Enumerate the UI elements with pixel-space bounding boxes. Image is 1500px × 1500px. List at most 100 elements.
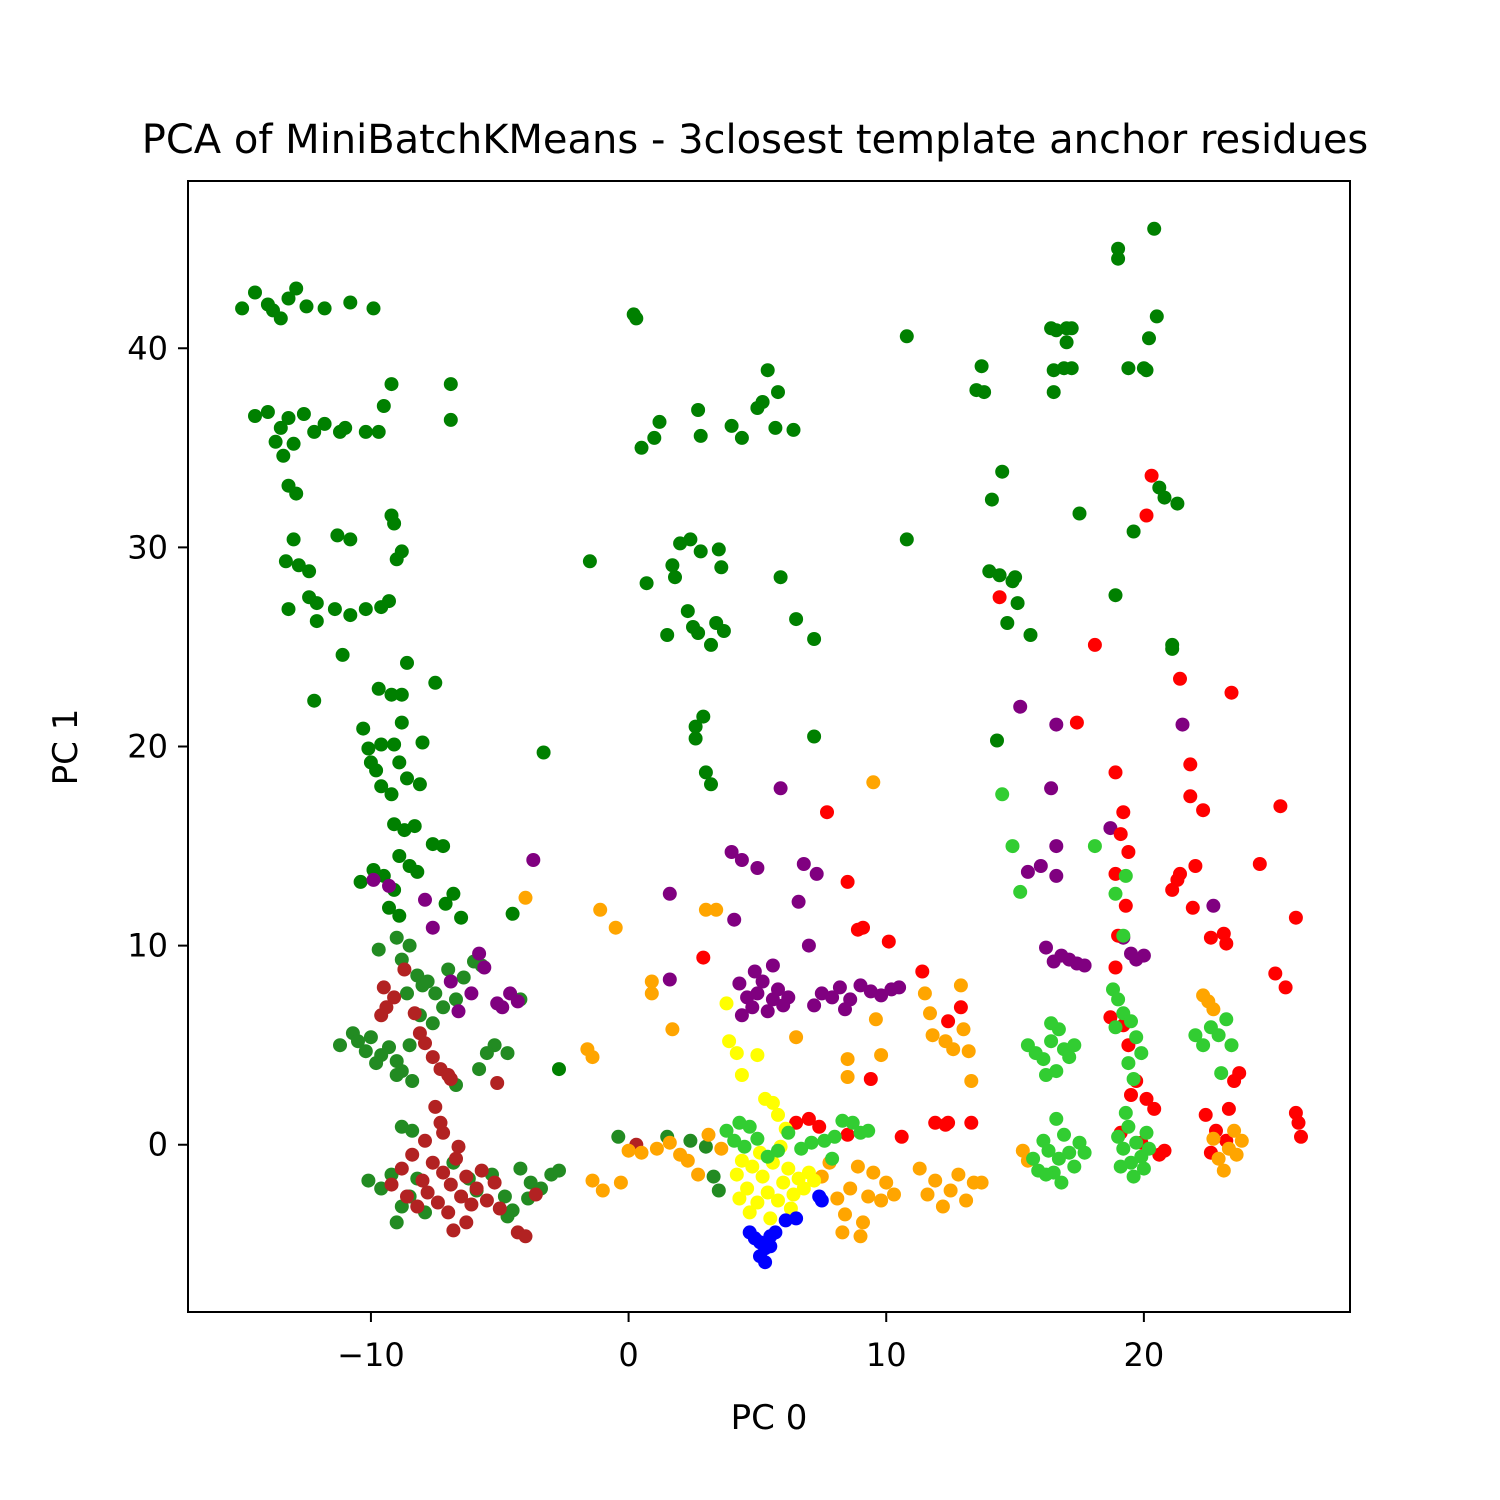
- data-point: [291, 558, 306, 573]
- data-point: [286, 532, 301, 547]
- series-0: [235, 221, 1185, 1077]
- data-point: [268, 434, 283, 449]
- data-point: [335, 647, 350, 662]
- data-point: [1147, 1101, 1162, 1116]
- data-point: [956, 1022, 971, 1037]
- data-point: [742, 1119, 757, 1134]
- data-point: [1064, 361, 1079, 376]
- data-point: [711, 1183, 726, 1198]
- data-point: [688, 719, 703, 734]
- data-point: [1111, 241, 1126, 256]
- data-point: [379, 1000, 394, 1015]
- data-point: [425, 1016, 440, 1031]
- data-point: [1111, 1129, 1126, 1144]
- data-point: [407, 819, 422, 834]
- data-point: [384, 1177, 399, 1192]
- data-point: [1087, 839, 1102, 854]
- data-point: [789, 1030, 804, 1045]
- data-point: [1139, 1091, 1154, 1106]
- data-point: [649, 1141, 664, 1156]
- data-point: [801, 1111, 816, 1126]
- series-8: [719, 787, 1239, 1190]
- data-point: [425, 1050, 440, 1065]
- data-point: [425, 1155, 440, 1170]
- data-point: [1252, 857, 1267, 871]
- data-point: [856, 1215, 870, 1230]
- data-point: [248, 409, 262, 423]
- series-5: [518, 775, 1249, 1244]
- data-point: [1234, 1133, 1249, 1148]
- data-point: [1020, 864, 1035, 879]
- data-point: [441, 962, 456, 977]
- data-point: [711, 542, 726, 557]
- data-point: [1116, 805, 1131, 820]
- data-point: [1185, 900, 1200, 915]
- data-point: [899, 329, 914, 344]
- data-point: [977, 385, 992, 400]
- data-point: [402, 938, 417, 953]
- data-point: [497, 1189, 512, 1204]
- data-point: [734, 430, 749, 445]
- data-point: [358, 424, 373, 439]
- data-point: [366, 872, 381, 887]
- data-point: [1273, 799, 1288, 814]
- data-point: [1268, 966, 1283, 981]
- data-point: [382, 900, 396, 915]
- data-point: [443, 1072, 458, 1086]
- data-point: [1121, 361, 1136, 376]
- data-point: [820, 805, 834, 820]
- data-point: [964, 1115, 979, 1130]
- data-point: [405, 1123, 420, 1138]
- data-point: [807, 1173, 822, 1188]
- data-point: [853, 1229, 868, 1244]
- data-point: [451, 1139, 466, 1154]
- data-point: [1121, 845, 1136, 859]
- data-point: [366, 301, 381, 316]
- data-point: [704, 637, 718, 652]
- data-point: [1041, 1143, 1056, 1158]
- x-tick-label: −10: [337, 1336, 405, 1374]
- data-point: [1010, 596, 1025, 611]
- data-point: [840, 874, 855, 889]
- data-point: [459, 1215, 474, 1230]
- data-point: [789, 1211, 804, 1226]
- data-point: [742, 1205, 757, 1220]
- data-point: [691, 626, 706, 640]
- data-point: [425, 920, 440, 935]
- data-point: [1049, 839, 1064, 854]
- data-point: [1039, 940, 1053, 955]
- data-point: [351, 1034, 365, 1049]
- data-point: [1149, 309, 1164, 324]
- data-point: [387, 737, 402, 752]
- data-point: [1111, 251, 1126, 266]
- data-point: [1136, 1161, 1151, 1176]
- data-point: [1129, 1030, 1144, 1045]
- data-point: [1170, 496, 1185, 511]
- data-point: [394, 715, 409, 730]
- data-point: [302, 564, 317, 579]
- data-point: [248, 285, 262, 300]
- data-point: [1196, 1038, 1211, 1053]
- data-point: [1059, 335, 1074, 350]
- data-point: [840, 1127, 855, 1142]
- data-point: [1291, 1115, 1306, 1130]
- data-point: [438, 896, 453, 911]
- data-point: [1144, 468, 1159, 483]
- data-point: [1206, 898, 1221, 913]
- data-point: [992, 590, 1007, 605]
- data-point: [1113, 827, 1128, 842]
- data-point: [1173, 866, 1187, 881]
- data-point: [376, 980, 391, 995]
- data-point: [791, 894, 806, 909]
- data-point: [611, 1129, 626, 1144]
- data-point: [662, 1135, 677, 1150]
- data-point: [418, 892, 432, 907]
- data-point: [917, 986, 932, 1001]
- data-point: [410, 1199, 425, 1214]
- data-points: [235, 221, 1308, 1270]
- data-point: [1023, 628, 1038, 642]
- data-point: [389, 552, 404, 567]
- data-point: [1103, 821, 1118, 836]
- data-point: [613, 1175, 628, 1190]
- data-point: [912, 1161, 927, 1176]
